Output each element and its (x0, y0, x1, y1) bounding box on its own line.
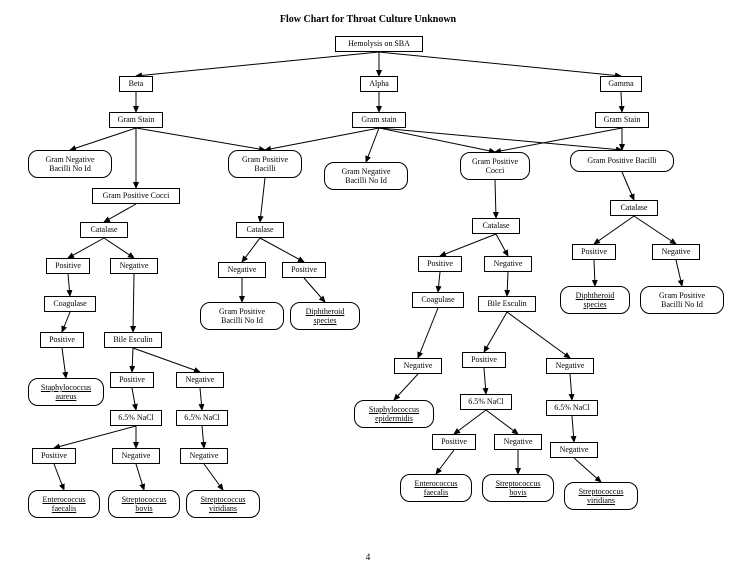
node-n_nac2: 6.5% NaCl (176, 410, 228, 426)
node-n_p1: Positive (46, 258, 90, 274)
node-n_beta: Beta (119, 76, 153, 92)
flowchart-canvas: Flow Chart for Throat Culture Unknown 4 … (0, 0, 736, 568)
node-n_n3: Negative (484, 256, 532, 272)
node-n_gs3: Gram Stain (595, 112, 649, 128)
node-n_p8: Positive (32, 448, 76, 464)
node-n_gnb2: Gram Negative Bacilli No Id (324, 162, 408, 190)
page-number: 4 (0, 552, 736, 562)
node-n_p6: Positive (110, 372, 154, 388)
node-n_gpb3: Gram Positive Bacilli (570, 150, 674, 172)
node-n_efae2: Enterococcus faecalis (400, 474, 472, 502)
node-n_gamma: Gamma (600, 76, 642, 92)
node-n_diph1: Diphtheroid species (290, 302, 360, 330)
node-n_root: Hemolysis on SBA (335, 36, 423, 52)
node-n_cat4: Catalase (610, 200, 658, 216)
node-n_p7: Positive (462, 352, 506, 368)
node-n_bile2: Bile Esculin (478, 296, 536, 312)
node-n_p9: Positive (432, 434, 476, 450)
node-n_sbov1: Streptococcus bovis (108, 490, 180, 518)
node-n_sep: Staphylococcus epidermidis (354, 400, 434, 428)
node-n_diph2: Diphtheroid species (560, 286, 630, 314)
node-n_svir1: Streptococcus viridians (186, 490, 260, 518)
node-n_gs2: Gram stain (352, 112, 406, 128)
node-n_cat2: Catalase (236, 222, 284, 238)
node-n_nac3: 6.5% NaCl (460, 394, 512, 410)
node-n_n6: Negative (394, 358, 442, 374)
chart-title: Flow Chart for Throat Culture Unknown (0, 14, 736, 25)
node-n_sau: Staphylococcus aureus (28, 378, 104, 406)
node-n_n2: Negative (218, 262, 266, 278)
node-n_n4: Negative (652, 244, 700, 260)
node-n_cat1: Catalase (80, 222, 128, 238)
node-n_gpbn2: Gram Positive Bacilli No Id (640, 286, 724, 314)
node-n_nac4: 6.5% NaCl (546, 400, 598, 416)
node-n_n11: Negative (550, 442, 598, 458)
node-n_n9: Negative (180, 448, 228, 464)
node-n_alpha: Alpha (360, 76, 398, 92)
node-n_gnb1: Gram Negative Bacilli No Id (28, 150, 112, 178)
node-n_n7: Negative (546, 358, 594, 374)
node-n_gpc1: Gram Positive Cocci (92, 188, 180, 204)
node-n_bile1: Bile Esculin (104, 332, 162, 348)
node-n_p3: Positive (418, 256, 462, 272)
node-n_coag2: Coagulase (412, 292, 464, 308)
node-n_sbov2: Streptococcus bovis (482, 474, 554, 502)
node-n_efae1: Enterococcus faecalis (28, 490, 100, 518)
node-n_gs1: Gram Stain (109, 112, 163, 128)
node-n_n5: Negative (176, 372, 224, 388)
node-n_gpc2: Gram Positive Cocci (460, 152, 530, 180)
node-n_gpb1: Gram Positive Bacilli (228, 150, 302, 178)
node-n_svir2: Streptococcus viridians (564, 482, 638, 510)
node-n_n1: Negative (110, 258, 158, 274)
node-n_cat3: Catalase (472, 218, 520, 234)
node-n_p4: Positive (572, 244, 616, 260)
node-n_n10: Negative (494, 434, 542, 450)
node-n_coag1: Coagulase (44, 296, 96, 312)
node-n_p5: Positive (40, 332, 84, 348)
node-n_gpbn: Gram Positive Bacilli No Id (200, 302, 284, 330)
node-n_p2: Positive (282, 262, 326, 278)
node-n_nac1: 6.5% NaCl (110, 410, 162, 426)
node-n_n8: Negative (112, 448, 160, 464)
